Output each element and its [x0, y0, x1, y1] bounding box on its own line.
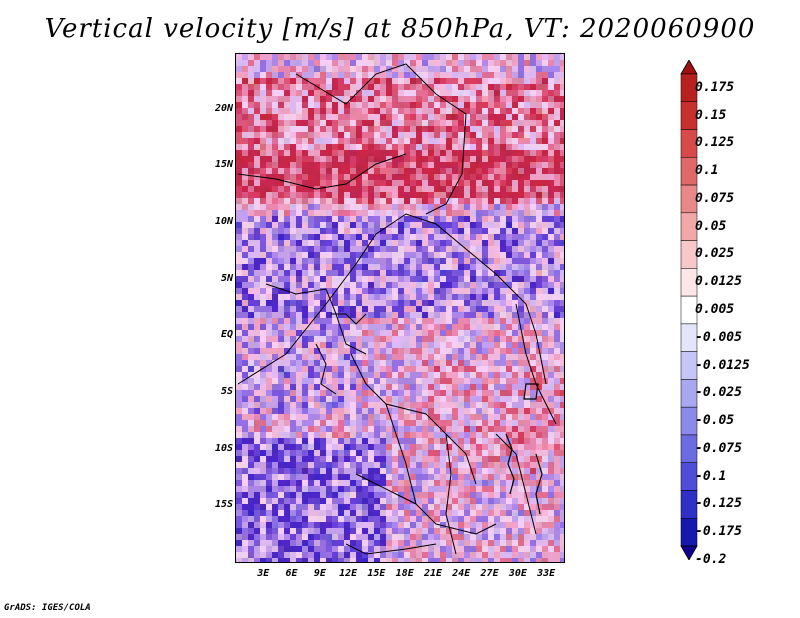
colorbar-level-label: -0.1 [695, 468, 727, 484]
x-tick-label: 21E [423, 568, 443, 579]
map-plot-area [235, 53, 565, 563]
velocity-field [236, 54, 564, 562]
colorbar-level-label: 0.0125 [695, 274, 742, 290]
texture-overlay [236, 54, 564, 562]
x-tick-label: 3E [257, 568, 270, 579]
colorbar-level-label: 0.025 [695, 246, 735, 262]
colorbar-min-arrow [680, 545, 698, 560]
x-tick-label: 9E [313, 568, 326, 579]
colorbar-level-label: -0.0125 [695, 357, 750, 373]
colorbar-level-label: 0.05 [695, 218, 727, 234]
y-tick-label: 10N [214, 216, 233, 227]
lakes [505, 383, 543, 515]
colorbar-max-arrow [680, 60, 698, 75]
x-tick-label: 6E [285, 568, 298, 579]
colorbar-level-label: 0.075 [695, 190, 735, 206]
y-tick-label: 5N [220, 272, 233, 284]
colorbar [680, 60, 698, 560]
y-tick-label: 5S [220, 386, 233, 397]
country-borders [237, 63, 557, 555]
footer-credit: GrADS: IGES/COLA [4, 603, 91, 613]
colorbar-level-label: -0.05 [695, 413, 735, 429]
colorbar-level-label: 0.1 [695, 163, 719, 179]
colorbar-level-label: 0.005 [695, 302, 735, 317]
colorbar-level-label: 0.125 [695, 135, 735, 151]
y-tick-label: EQ [220, 329, 233, 341]
y-tick-label: 10S [214, 442, 233, 454]
colorbar-level-label: -0.025 [695, 385, 742, 401]
x-tick-label: 27E [480, 568, 499, 579]
chart-title: Vertical velocity [m/s] at 850hPa, VT: 2… [44, 14, 756, 44]
colorbar-level-label: 0.15 [695, 107, 727, 123]
x-tick-label: 18E [395, 568, 414, 579]
x-tick-label: 12E [339, 568, 358, 579]
colorbar-level-label: -0.2 [695, 551, 727, 567]
colorbar-level-label: -0.125 [695, 496, 742, 512]
colorbar-level-label: -0.005 [695, 329, 742, 345]
x-tick-label: 33E [537, 568, 556, 579]
x-tick-label: 24E [452, 568, 471, 579]
colorbar-level-label: 0.175 [695, 79, 735, 95]
x-tick-label: 15E [367, 568, 386, 579]
x-tick-label: 30E [508, 568, 527, 579]
y-tick-label: 15N [214, 159, 233, 171]
colorbar-level-label: -0.175 [695, 524, 742, 540]
y-tick-label: 15S [214, 499, 233, 511]
colorbar-level-label: -0.075 [695, 440, 742, 456]
y-tick-label: 20N [214, 102, 233, 114]
